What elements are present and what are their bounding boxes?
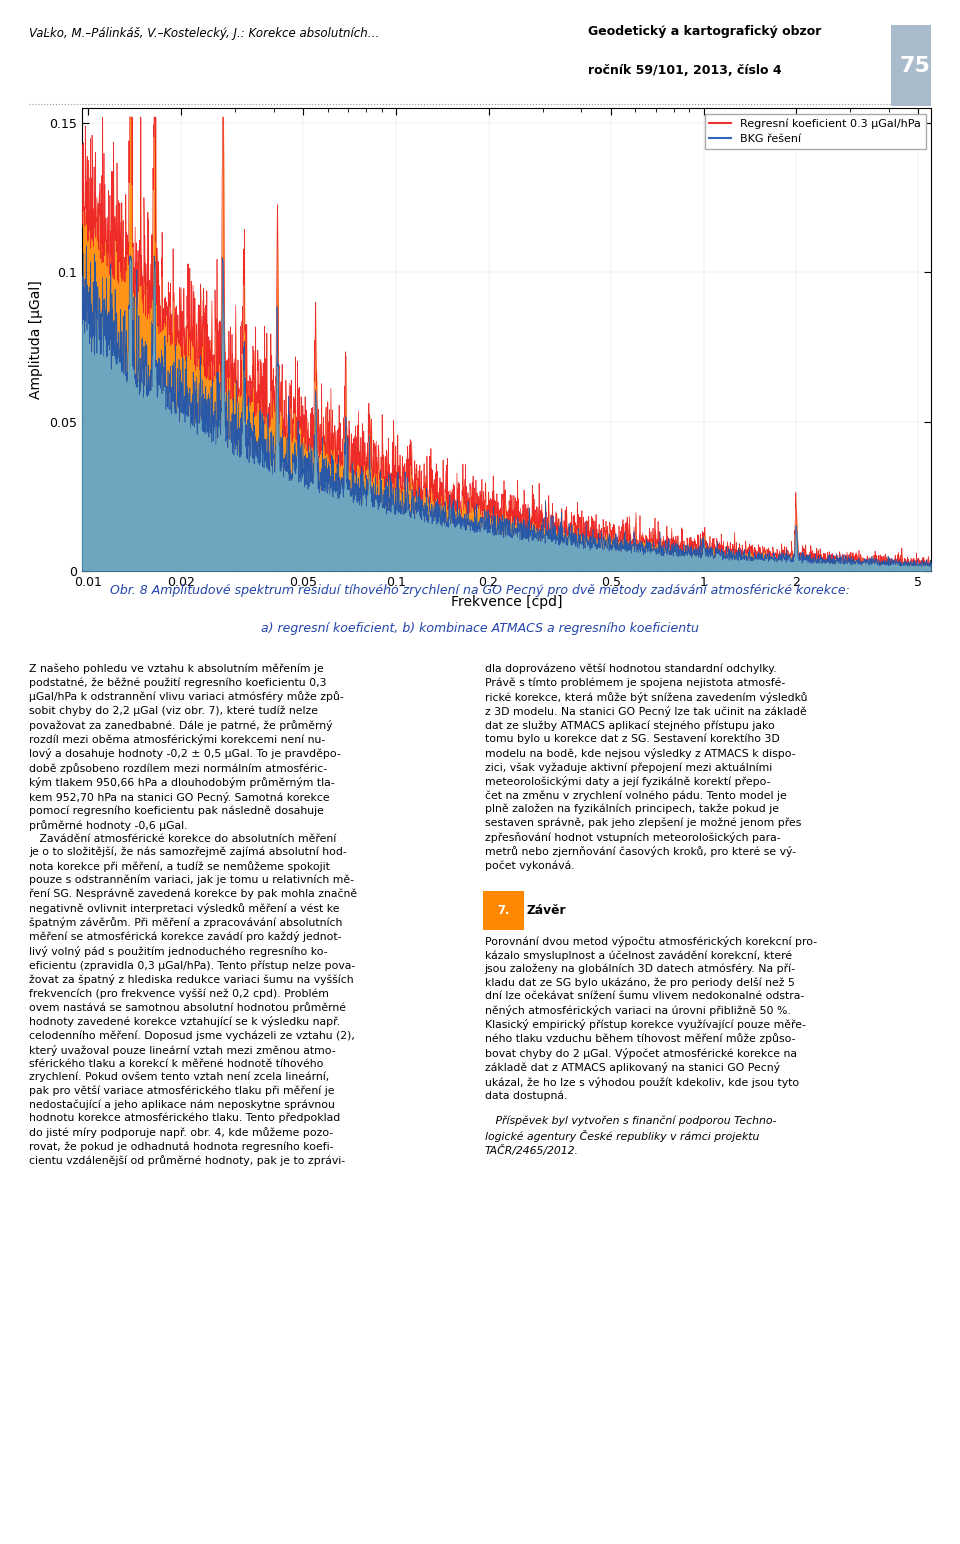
Y-axis label: Amplituda [μGal]: Amplituda [μGal] xyxy=(29,281,43,398)
Text: Závěr: Závěr xyxy=(527,905,566,917)
Text: Geodetický a kartografický obzor: Geodetický a kartografický obzor xyxy=(588,25,822,39)
Text: dla doprovázeno větší hodnotou standardní odchylky.
Právě s tímto problémem je s: dla doprovázeno větší hodnotou standardn… xyxy=(485,664,807,871)
Text: VaĿko, M.–Pálinkáš, V.–Kostelecký, J.: Korekce absolutních…: VaĿko, M.–Pálinkáš, V.–Kostelecký, J.: K… xyxy=(29,28,379,40)
Bar xyxy=(891,25,940,107)
Text: 75: 75 xyxy=(900,56,930,76)
Text: a) regresní koeficient, b) kombinace ATMACS a regresního koeficientu: a) regresní koeficient, b) kombinace ATM… xyxy=(261,622,699,635)
Text: ročník 59/101, 2013, číslo 4: ročník 59/101, 2013, číslo 4 xyxy=(588,63,781,77)
Text: Příspěvek byl vytvořen s finanční podporou Techno-
logické agentury České republ: Příspěvek byl vytvořen s finanční podpor… xyxy=(485,1115,776,1156)
Text: Obr. 8 Amplitudové spektrum residuí tíhového zrychlení na GO Pecný pro dvě metod: Obr. 8 Amplitudové spektrum residuí tího… xyxy=(110,584,850,598)
Text: 7.: 7. xyxy=(497,905,510,917)
Legend: Regresní koeficient 0.3 μGal/hPa, BKG řešení: Regresní koeficient 0.3 μGal/hPa, BKG ře… xyxy=(705,114,925,148)
X-axis label: Frekvence [cpd]: Frekvence [cpd] xyxy=(450,594,563,608)
Text: Z našeho pohledu ve vztahu k absolutním měřením je
podstatné, že běžné použití r: Z našeho pohledu ve vztahu k absolutním … xyxy=(29,664,357,1166)
FancyBboxPatch shape xyxy=(483,891,524,931)
Text: Porovnání dvou metod výpočtu atmosférických korekcní pro-
kázalo smysluplnost a : Porovnání dvou metod výpočtu atmosférick… xyxy=(485,936,817,1101)
